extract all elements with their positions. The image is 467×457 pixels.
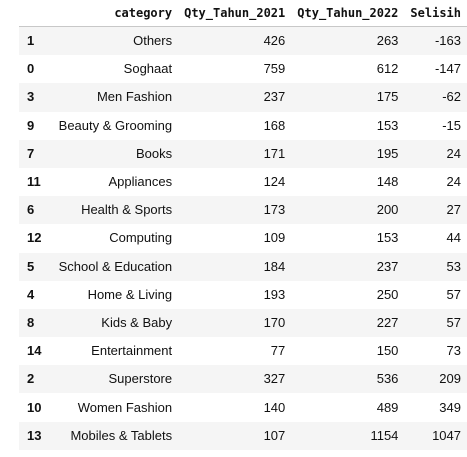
- table-row: 1 Others 426 263 -163: [19, 26, 467, 56]
- cell-selisih: 349: [439, 399, 461, 415]
- cell-qty-2021: 327: [263, 371, 286, 387]
- cell-selisih: -62: [442, 89, 461, 105]
- table-body: 1 Others 426 263 -163 0 Soghaat 759 612 -147 3 Men …: [19, 26, 467, 450]
- cell-category: Computing: [109, 230, 173, 246]
- cell-qty-2022: 536: [376, 371, 399, 387]
- table-row: 10 Women Fashion 140 489 349: [19, 393, 467, 422]
- cell-selisih: 24: [446, 145, 461, 161]
- column-header-category: category: [52, 0, 179, 27]
- table-row: 3 Men Fashion 237 175 -62: [19, 83, 467, 112]
- cell-category: Kids & Baby: [101, 314, 173, 330]
- cell-qty-2021: 124: [263, 174, 286, 190]
- cell-selisih: 57: [446, 286, 461, 302]
- table-row: 13 Mobiles & Tablets 107 1154 1047: [19, 421, 467, 450]
- dataframe-output: category Qty_Tahun_2021 Qty_Tahun_2022 S…: [19, 0, 467, 450]
- cell-qty-2022: 250: [376, 286, 399, 302]
- cell-qty-2021: 77: [270, 343, 286, 359]
- row-index: 2: [27, 371, 35, 387]
- dataframe-table: category Qty_Tahun_2021 Qty_Tahun_2022 S…: [19, 0, 467, 450]
- cell-qty-2022: 227: [376, 314, 399, 330]
- row-index: 5: [27, 258, 35, 274]
- cell-category: Others: [133, 33, 173, 49]
- row-index: 3: [27, 89, 35, 105]
- row-index: 12: [27, 230, 42, 246]
- cell-selisih: 1047: [432, 427, 461, 443]
- cell-qty-2021: 173: [263, 202, 286, 218]
- cell-category: Books: [135, 145, 173, 161]
- row-index: 14: [27, 343, 42, 359]
- cell-qty-2022: 200: [376, 202, 399, 218]
- column-header-index: [19, 0, 53, 27]
- cell-selisih: -163: [434, 33, 461, 49]
- cell-qty-2022: 1154: [370, 427, 399, 443]
- cell-qty-2021: 184: [263, 258, 286, 274]
- cell-category: Superstore: [108, 371, 173, 387]
- cell-qty-2022: 175: [376, 89, 399, 105]
- cell-qty-2021: 109: [263, 230, 286, 246]
- cell-category: Beauty & Grooming: [58, 117, 173, 133]
- cell-qty-2021: 171: [263, 145, 286, 161]
- table-row: 14 Entertainment 77 150 73: [19, 337, 467, 366]
- cell-category: Women Fashion: [77, 399, 173, 415]
- cell-category: Soghaat: [123, 61, 173, 77]
- cell-qty-2022: 237: [376, 258, 399, 274]
- row-index: 9: [27, 117, 35, 133]
- cell-selisih: 53: [446, 258, 461, 274]
- cell-qty-2021: 759: [263, 61, 286, 77]
- cell-qty-2022: 153: [376, 117, 399, 133]
- cell-category: Entertainment: [91, 343, 173, 359]
- column-header-selisih: Selisih: [404, 0, 467, 27]
- cell-selisih: 44: [446, 230, 461, 246]
- table-row: 4 Home & Living 193 250 57: [19, 280, 467, 309]
- table-row: 0 Soghaat 759 612 -147: [19, 55, 467, 84]
- cell-category: Mobiles & Tablets: [70, 427, 173, 443]
- cell-qty-2021: 170: [263, 314, 286, 330]
- row-index: 13: [27, 427, 42, 443]
- cell-selisih: 27: [446, 202, 461, 218]
- row-index: 7: [27, 145, 35, 161]
- cell-qty-2021: 193: [263, 286, 286, 302]
- cell-qty-2022: 612: [376, 61, 399, 77]
- table-row: 8 Kids & Baby 170 227 57: [19, 308, 467, 338]
- cell-category: Men Fashion: [96, 89, 173, 105]
- cell-qty-2021: 237: [263, 89, 286, 105]
- cell-category: Home & Living: [87, 286, 173, 302]
- table-row: 2 Superstore 327 536 209: [19, 365, 467, 394]
- table-header-row: category Qty_Tahun_2021 Qty_Tahun_2022 S…: [19, 0, 467, 27]
- row-index: 11: [27, 174, 41, 190]
- cell-category: School & Education: [58, 258, 173, 274]
- cell-qty-2022: 148: [376, 174, 399, 190]
- cell-selisih: 57: [446, 314, 461, 330]
- row-index: 8: [27, 314, 35, 330]
- cell-selisih: 24: [446, 174, 461, 190]
- row-index: 6: [27, 202, 35, 218]
- table-row: 9 Beauty & Grooming 168 153 -15: [19, 111, 467, 140]
- cell-qty-2021: 168: [263, 117, 286, 133]
- cell-qty-2021: 426: [263, 33, 286, 49]
- cell-selisih: 73: [446, 343, 461, 359]
- table-row: 6 Health & Sports 173 200 27: [19, 196, 467, 225]
- table-row: 5 School & Education 184 237 53: [19, 252, 467, 281]
- cell-qty-2021: 140: [263, 399, 286, 415]
- column-header-qty-2021: Qty_Tahun_2021: [178, 0, 292, 27]
- row-index: 10: [27, 399, 42, 415]
- cell-qty-2022: 153: [376, 230, 399, 246]
- cell-category: Appliances: [108, 174, 173, 190]
- cell-qty-2022: 263: [376, 33, 399, 49]
- table-row: 11 Appliances 124 148 24: [19, 167, 467, 197]
- cell-qty-2021: 107: [263, 427, 286, 443]
- row-index: 1: [27, 33, 35, 49]
- table-row: 12 Computing 109 153 44: [19, 224, 467, 253]
- cell-selisih: 209: [439, 371, 461, 387]
- cell-qty-2022: 195: [376, 145, 399, 161]
- cell-qty-2022: 489: [376, 399, 399, 415]
- row-index: 4: [27, 286, 35, 302]
- cell-category: Health & Sports: [81, 202, 173, 218]
- column-header-qty-2022: Qty_Tahun_2022: [291, 0, 405, 27]
- cell-qty-2022: 150: [376, 343, 399, 359]
- cell-selisih: -147: [434, 61, 461, 77]
- table-row: 7 Books 171 195 24: [19, 139, 467, 168]
- cell-selisih: -15: [442, 117, 461, 133]
- row-index: 0: [27, 61, 35, 77]
